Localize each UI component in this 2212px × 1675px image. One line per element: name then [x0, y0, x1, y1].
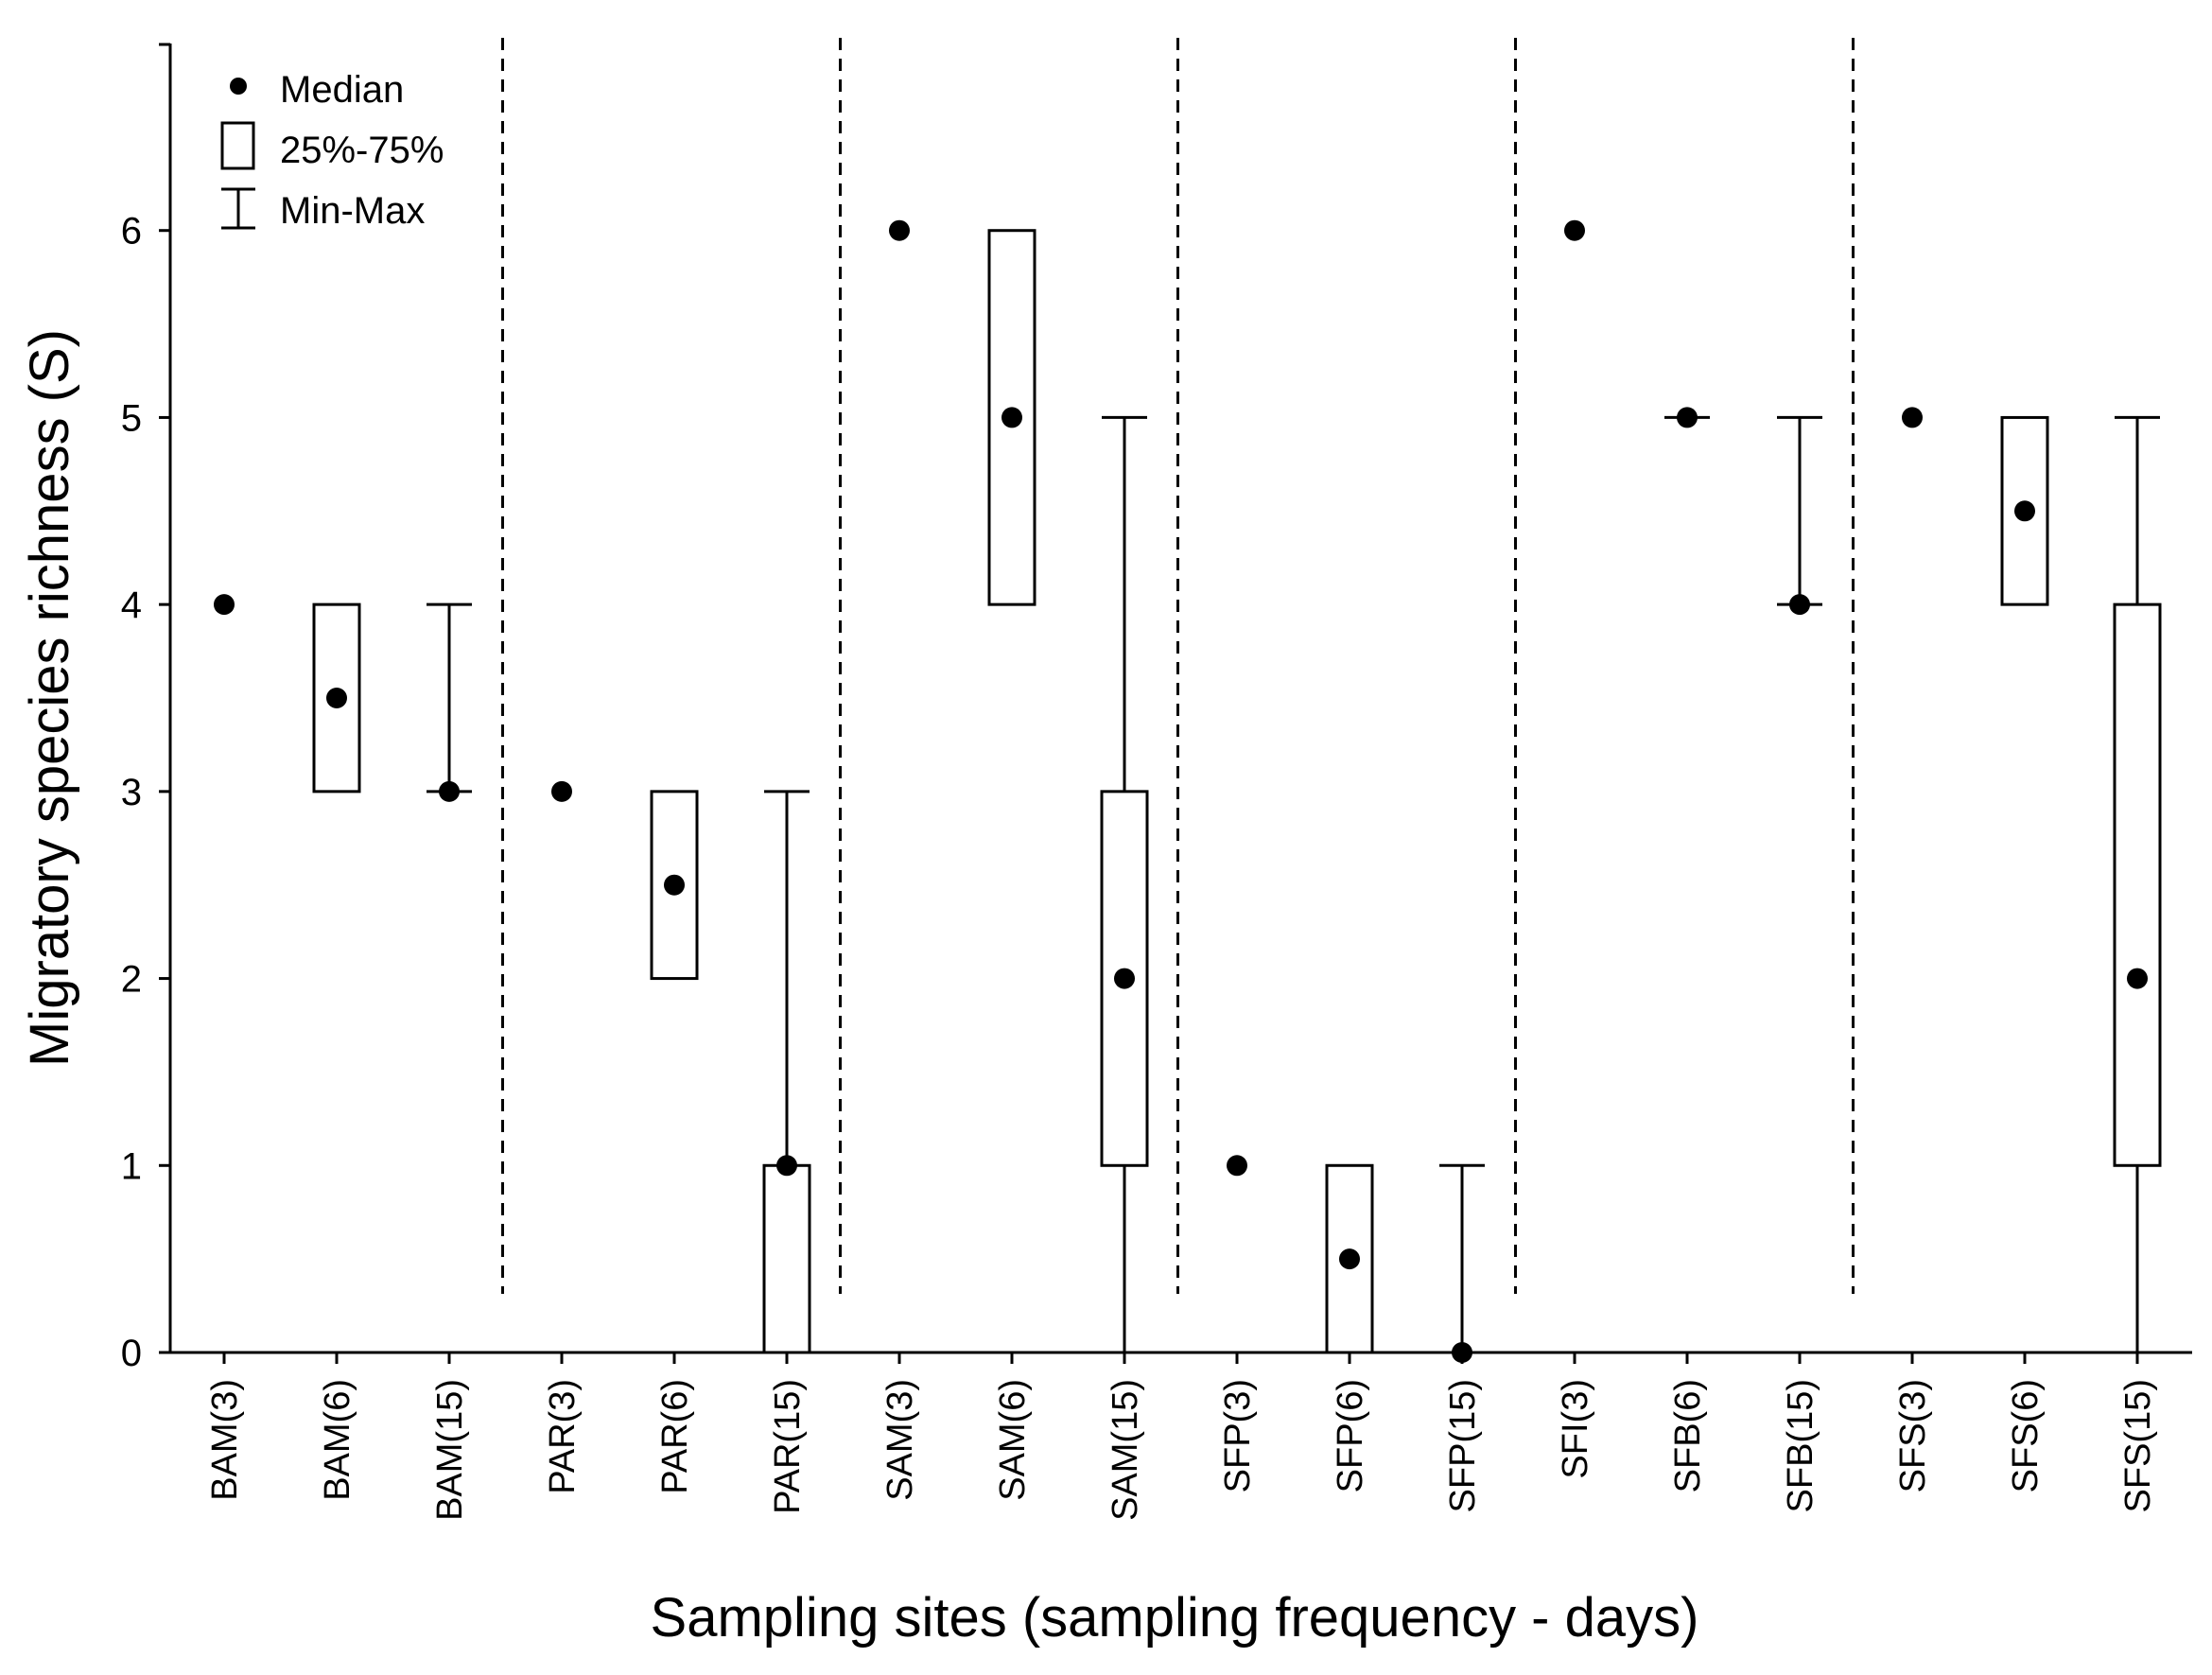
group-separators — [501, 38, 1855, 1294]
x-ticks: BAM(3) BAM(6) BAM(15) PAR(3) PAR(6) PAR(15) SA… — [205, 1352, 2158, 1521]
box-BAM(15) — [427, 602, 472, 802]
iqr-box — [987, 229, 1036, 606]
legend-box-marker — [220, 121, 255, 170]
median-marker — [2014, 500, 2035, 522]
legend-median-marker — [230, 78, 247, 95]
box-PAR(6) — [650, 790, 699, 981]
x-tick-label: BAM(15) — [430, 1379, 470, 1521]
box-SFI(3) — [1564, 219, 1585, 241]
median-marker — [326, 688, 347, 708]
y-tick-label: 4 — [121, 585, 142, 626]
legend-box-label: 25%-75% — [280, 130, 444, 171]
median-marker — [1902, 407, 1923, 428]
median-marker — [439, 780, 460, 802]
box-SAM(6) — [987, 229, 1036, 606]
median-marker — [214, 594, 235, 616]
iqr-box — [2000, 415, 2049, 606]
box-SFS(3) — [1902, 407, 1923, 428]
y-tick-label: 6 — [121, 211, 142, 253]
y-tick-label: 1 — [121, 1145, 142, 1187]
legend-median-label: Median — [280, 69, 404, 111]
median-marker — [889, 219, 910, 241]
median-marker — [1789, 594, 1810, 616]
x-tick-label: PAR(15) — [768, 1379, 808, 1514]
box-PAR(15) — [762, 790, 811, 1354]
x-tick-label: SAM(6) — [993, 1379, 1033, 1501]
box-SFP(3) — [1227, 1155, 1247, 1177]
x-tick-label: BAM(3) — [205, 1379, 245, 1501]
median-marker — [2127, 968, 2148, 989]
legend-whisker-marker — [221, 187, 255, 230]
x-tick-label: BAM(6) — [318, 1379, 357, 1501]
x-tick-label: SFS(3) — [1893, 1379, 1933, 1492]
x-tick-label: SAM(3) — [880, 1379, 920, 1501]
x-tick-label: SFP(6) — [1331, 1379, 1370, 1492]
axes — [168, 44, 2192, 1354]
legend: Median 25%-75% Min-Max — [220, 69, 444, 232]
x-tick-label: PAR(3) — [543, 1379, 583, 1494]
iqr-box — [762, 1163, 811, 1354]
x-tick-label: SFP(3) — [1218, 1379, 1258, 1492]
iqr-box — [312, 602, 361, 794]
median-marker — [1114, 968, 1135, 989]
median-marker — [1564, 219, 1585, 241]
box-PAR(3) — [551, 780, 572, 802]
iqr-box — [2113, 602, 2162, 1167]
box-SFB(6) — [1664, 407, 1710, 428]
iqr-box — [1100, 790, 1149, 1167]
y-axis-title: Migratory species richness (S) — [19, 329, 80, 1067]
median-marker — [551, 780, 572, 802]
box-SFS(15) — [2113, 415, 2162, 1352]
x-tick-label: SFS(15) — [2118, 1379, 2158, 1512]
y-tick-label: 5 — [121, 397, 142, 439]
median-marker — [1227, 1155, 1247, 1177]
box-SFP(6) — [1325, 1163, 1374, 1354]
box-series — [214, 219, 2162, 1363]
y-ticks: 0 1 2 3 4 5 6 — [121, 43, 170, 1374]
box-SFS(6) — [2000, 415, 2049, 606]
iqr-box — [650, 790, 699, 981]
legend-whisker-label: Min-Max — [280, 190, 425, 232]
median-marker — [664, 874, 685, 896]
y-tick-label: 0 — [121, 1333, 142, 1374]
x-tick-label: PAR(6) — [655, 1379, 695, 1494]
median-marker — [776, 1155, 797, 1177]
box-SFP(15) — [1439, 1163, 1485, 1363]
y-tick-label: 3 — [121, 772, 142, 813]
median-marker — [1677, 407, 1698, 428]
box-SFB(15) — [1777, 415, 1822, 616]
box-SAM(15) — [1100, 415, 1149, 1352]
x-tick-label: SFB(15) — [1781, 1379, 1820, 1512]
y-tick-label: 2 — [121, 959, 142, 1001]
box-SAM(3) — [889, 219, 910, 241]
box-BAM(6) — [312, 602, 361, 794]
median-marker — [1001, 407, 1022, 428]
x-axis-title: Sampling sites (sampling frequency - day… — [651, 1587, 1699, 1649]
x-tick-label: SAM(15) — [1106, 1379, 1145, 1521]
x-tick-label: SFS(6) — [2006, 1379, 2046, 1492]
x-tick-label: SFI(3) — [1556, 1379, 1595, 1479]
median-marker — [1339, 1248, 1360, 1270]
x-tick-label: SFB(6) — [1668, 1379, 1708, 1492]
x-tick-label: SFP(15) — [1443, 1379, 1483, 1512]
box-BAM(3) — [214, 594, 235, 616]
